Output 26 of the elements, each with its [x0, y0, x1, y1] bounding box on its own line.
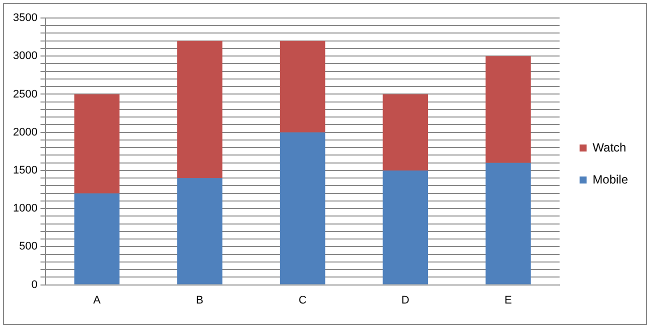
bar [382, 94, 428, 170]
x-tick-label: C [298, 294, 307, 306]
bar [280, 132, 326, 284]
y-tick-label: 0 [31, 278, 38, 291]
bar [74, 193, 120, 284]
y-tick-label: 500 [19, 240, 38, 253]
y-tick-label: 1500 [12, 164, 38, 176]
y-tick-label: 3000 [12, 50, 38, 62]
y-tick-label: 2500 [12, 88, 38, 100]
y-tick-label: 2000 [12, 126, 38, 138]
bar [74, 94, 120, 194]
x-tick-label: A [93, 294, 102, 306]
y-tick-label: 3500 [12, 12, 38, 24]
chart-frame: Watch Mobile A B C D E 0 500 1000 1500 2000 2500 3000 3500 [3, 3, 647, 325]
x-tick-label: D [401, 294, 410, 306]
legend-label: Watch [592, 140, 626, 154]
x-tick-label: E [504, 294, 512, 306]
legend-label: Mobile [592, 172, 628, 186]
bar [177, 40, 222, 178]
y-tick-label: 1000 [12, 202, 38, 215]
bar [486, 162, 531, 284]
bar [177, 178, 222, 284]
bar [280, 40, 326, 132]
bar [382, 170, 428, 284]
x-tick-label: B [196, 294, 204, 306]
bar [486, 56, 531, 163]
